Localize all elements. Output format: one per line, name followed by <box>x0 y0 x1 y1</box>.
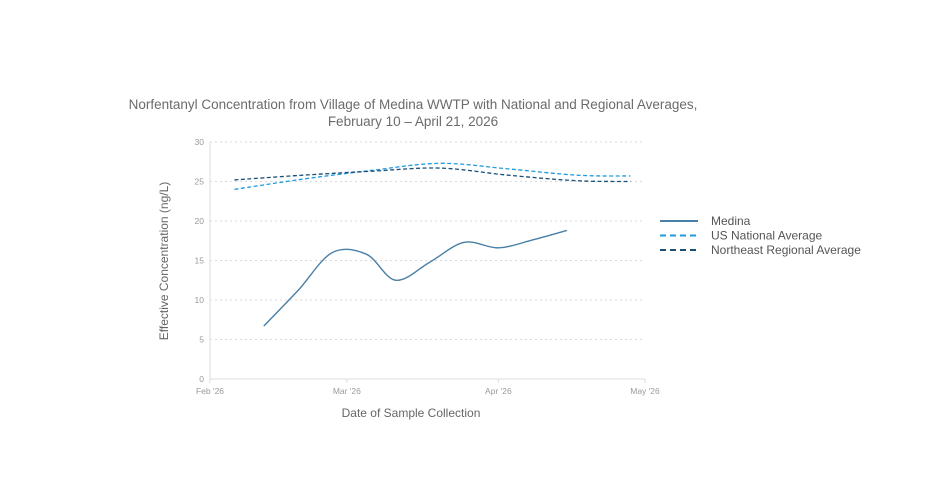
axes <box>209 142 646 383</box>
x-tick-label: Apr '26 <box>485 386 512 396</box>
x-tick-label: Feb '26 <box>196 386 224 396</box>
y-tick-label: 25 <box>195 177 205 187</box>
legend-label-medina: Medina <box>711 214 751 228</box>
x-axis-label: Date of Sample Collection <box>342 406 481 420</box>
x-tick-label: May '26 <box>630 386 660 396</box>
y-tick-label: 0 <box>199 374 204 384</box>
y-tick-label: 10 <box>195 295 205 305</box>
legend-label-northeast-regional-average: Northeast Regional Average <box>711 243 861 257</box>
gridlines <box>210 141 645 340</box>
y-tick-label: 20 <box>195 216 205 226</box>
chart-title-line-2: February 10 – April 21, 2026 <box>328 114 498 129</box>
series-line-medina <box>263 229 567 327</box>
y-tick-label: 30 <box>195 137 205 147</box>
series-lines <box>234 162 631 327</box>
legend-label-us-national-average: US National Average <box>711 229 823 243</box>
x-tick-label: Mar '26 <box>333 386 361 396</box>
chart-title-line-1: Norfentanyl Concentration from Village o… <box>129 97 698 112</box>
tick-labels: 0 5 10 15 20 25 30 Feb '26 Mar '26 Apr '26 May '26 <box>195 137 660 396</box>
y-tick-label: 5 <box>199 335 204 345</box>
y-tick-label: 15 <box>195 256 205 266</box>
y-axis-label: Effective Concentration (ng/L) <box>157 182 171 341</box>
series-line-northeast-regional-average <box>234 167 631 183</box>
